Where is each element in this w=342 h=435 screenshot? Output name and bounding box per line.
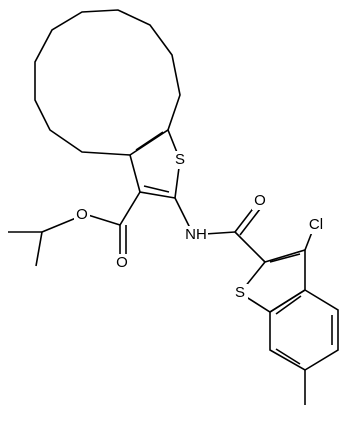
atom-label: Cl	[309, 216, 323, 233]
atom-label: S	[235, 284, 245, 301]
atom-labels: S O O NH O S Cl	[74, 151, 326, 302]
bonds	[8, 9, 339, 405]
bond	[41, 217, 77, 233]
atom-label: O	[76, 206, 88, 223]
bond	[174, 197, 191, 229]
atom-label: O	[116, 254, 128, 271]
bond	[35, 231, 43, 267]
double-bond	[269, 253, 301, 263]
label-bg	[74, 206, 90, 224]
thiophene-ring	[129, 128, 181, 199]
label-bg	[304, 216, 326, 234]
atom-label: NH	[185, 226, 207, 243]
benzene-ring	[269, 289, 339, 371]
double-bond	[135, 131, 164, 151]
double-bond	[239, 208, 261, 236]
label-bg	[232, 284, 248, 302]
thiophene-ring	[238, 248, 306, 313]
cyclododecane-ring	[34, 9, 181, 156]
double-bond	[275, 295, 302, 315]
atom-label: S	[175, 151, 185, 168]
bond	[87, 214, 121, 226]
label-bg	[172, 151, 188, 169]
double-bond	[143, 185, 170, 193]
label-bg	[252, 192, 268, 210]
double-bond	[275, 348, 301, 365]
bond	[234, 231, 266, 263]
bond	[119, 191, 141, 226]
bond	[234, 205, 256, 233]
bond	[204, 231, 236, 235]
atom-label: O	[254, 192, 266, 209]
bond	[304, 231, 313, 251]
label-bg	[184, 226, 208, 244]
label-bg	[112, 254, 128, 272]
